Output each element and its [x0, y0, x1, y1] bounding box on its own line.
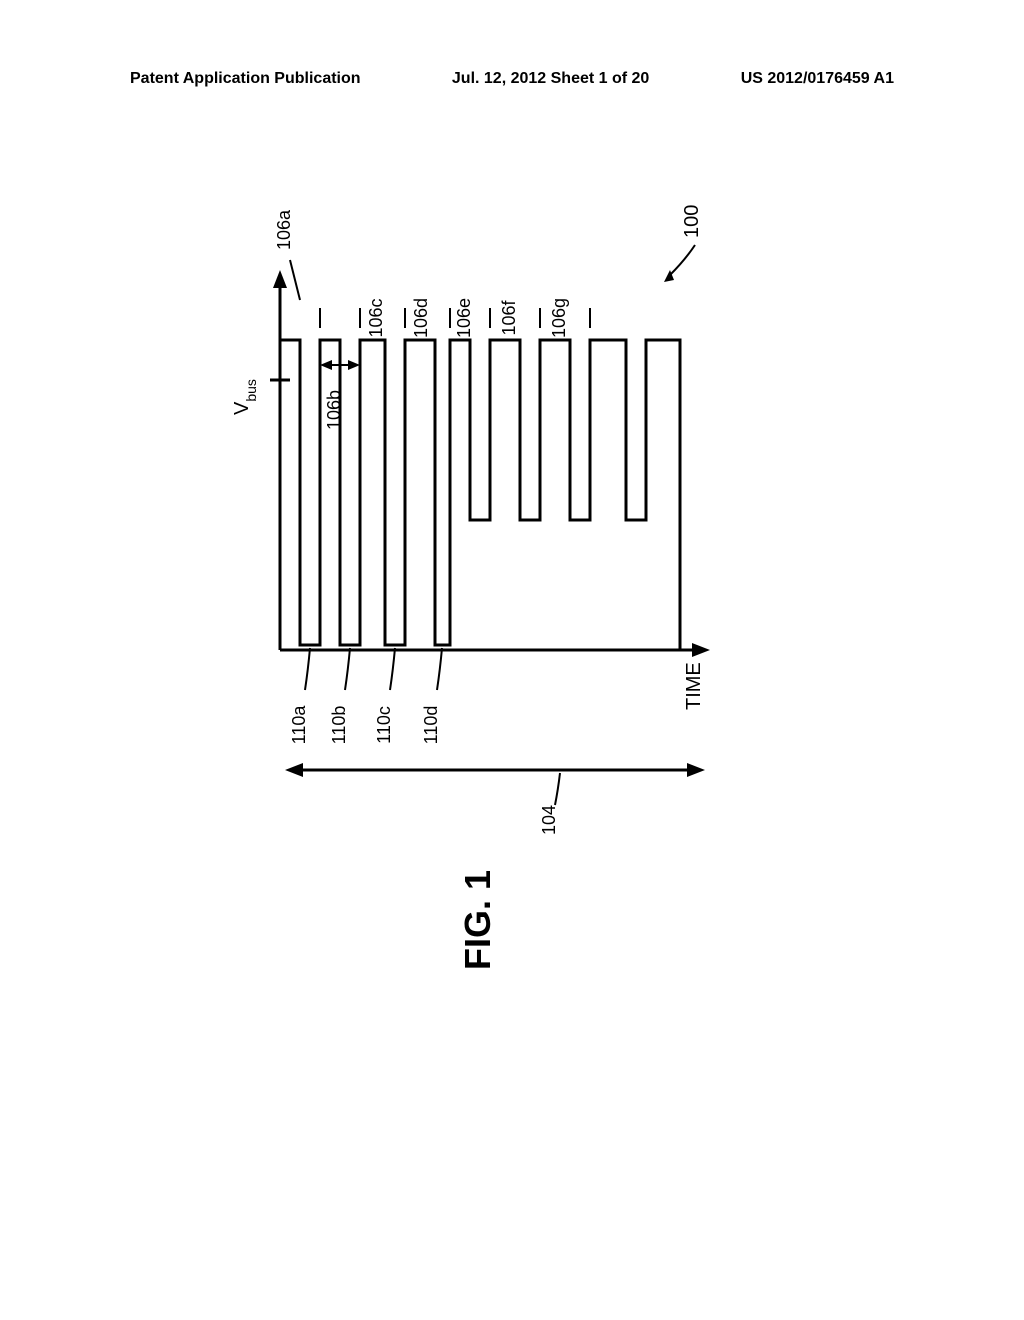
header-right: US 2012/0176459 A1: [741, 70, 894, 88]
header-left: Patent Application Publication: [130, 70, 361, 88]
callout-leader-100: [670, 245, 695, 275]
figure-1: 106a 106b 106c 106d 106e 106f 106g 100 V…: [140, 180, 840, 980]
label-106d: 106d: [411, 298, 431, 338]
callout-leader-110c: [390, 648, 395, 690]
label-106f: 106f: [499, 299, 519, 335]
label-110d: 110d: [421, 706, 441, 745]
x-axis-arrowhead: [692, 643, 710, 657]
label-110a: 110a: [289, 705, 309, 745]
label-106g: 106g: [549, 298, 569, 338]
label-100: 100: [681, 205, 703, 238]
label-110b: 110b: [329, 706, 349, 745]
label-106e: 106e: [454, 298, 474, 338]
arrow-right: [348, 360, 360, 370]
period-arrow-left: [285, 763, 303, 777]
callout-leader-104: [555, 773, 560, 805]
label-104: 104: [539, 805, 559, 835]
label-110c: 110c: [374, 706, 394, 744]
callout-leader-110d: [437, 648, 442, 690]
label-vbus: Vbus: [231, 379, 259, 415]
y-axis-arrowhead: [273, 270, 287, 288]
callout-leader-110a: [305, 648, 310, 690]
callout-leader-106a: [290, 260, 300, 300]
label-time: TIME: [683, 662, 705, 710]
waveform-path: [280, 340, 680, 650]
label-106c: 106c: [366, 298, 386, 337]
callout-leader-110b: [345, 648, 350, 690]
label-106b: 106b: [324, 390, 344, 430]
period-arrow-right: [687, 763, 705, 777]
label-106a: 106a: [274, 209, 294, 250]
figure-svg: 106a 106b 106c 106d 106e 106f 106g 100 V…: [140, 180, 840, 980]
page-header: Patent Application Publication Jul. 12, …: [0, 70, 1024, 88]
header-center: Jul. 12, 2012 Sheet 1 of 20: [452, 70, 649, 88]
arrow-left: [320, 360, 332, 370]
figure-number-label: FIG. 1: [457, 870, 498, 970]
